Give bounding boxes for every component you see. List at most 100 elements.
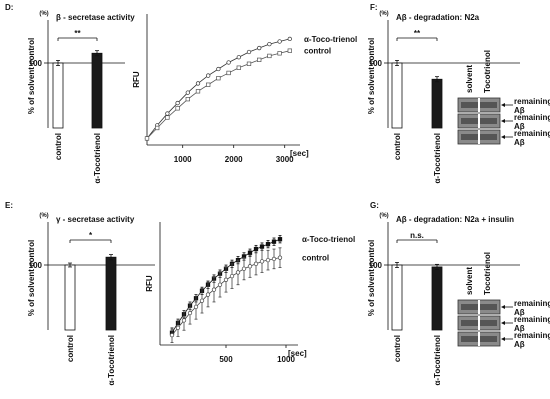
blot-band-label: remaining xyxy=(514,97,550,106)
axis-unit: (%) xyxy=(379,11,388,17)
bar xyxy=(91,52,103,129)
arrow-head xyxy=(501,305,505,309)
data-point xyxy=(195,81,201,86)
y-tick-label: 100 xyxy=(29,59,43,68)
data-point xyxy=(199,298,205,303)
legend-label: α-Toco-trienol xyxy=(302,235,355,244)
y-axis-label: RFU xyxy=(132,71,141,88)
x-tick-label: 1000 xyxy=(277,355,295,364)
data-point xyxy=(187,310,193,316)
data-point xyxy=(165,111,170,116)
blot-lane-label: solvent xyxy=(465,65,474,93)
data-point xyxy=(287,36,292,42)
data-point xyxy=(271,239,277,244)
legend-label: control xyxy=(302,254,329,263)
blot-separator xyxy=(478,300,480,314)
y-tick-label: 100 xyxy=(29,261,43,270)
x-tick-label: α-Tocotrienol xyxy=(433,335,442,386)
blot-band-label: Aβ xyxy=(514,308,525,317)
blot-band-label: Aβ xyxy=(514,138,525,147)
significance: ** xyxy=(414,29,421,38)
data-point xyxy=(185,90,190,95)
data-point xyxy=(185,96,190,102)
data-point xyxy=(267,53,272,59)
data-point xyxy=(206,73,211,78)
data-point xyxy=(236,55,241,60)
x-axis-label: [sec] xyxy=(288,349,307,358)
data-point xyxy=(144,136,150,141)
blot-separator xyxy=(478,130,480,144)
blot-band-label: remaining xyxy=(514,315,550,324)
y-tick-label: 100 xyxy=(369,59,383,68)
data-point xyxy=(267,41,272,47)
bar xyxy=(431,78,443,129)
data-point xyxy=(277,39,282,44)
blot-band-label: Aβ xyxy=(514,122,525,131)
x-tick-label: control xyxy=(66,335,75,362)
blot-band-label: remaining xyxy=(514,113,550,122)
bar xyxy=(52,62,64,129)
x-tick-label: control xyxy=(393,335,402,362)
data-point xyxy=(216,76,221,81)
bar xyxy=(431,266,443,331)
axis-unit: (%) xyxy=(39,11,48,17)
data-point xyxy=(236,65,241,70)
data-point xyxy=(205,292,211,297)
chart-title: Aβ - degradation: N2a + insulin xyxy=(396,215,514,224)
x-tick-label: 3000 xyxy=(276,155,294,164)
blot-band-label: Aβ xyxy=(514,106,525,115)
blot-separator xyxy=(478,98,480,112)
data-point xyxy=(226,60,231,65)
bar xyxy=(105,256,117,331)
legend-label: control xyxy=(304,47,331,56)
data-point xyxy=(259,259,265,264)
data-point xyxy=(241,266,247,271)
blot-lane-label: Tocotrienol xyxy=(483,252,492,295)
x-tick-label: 1000 xyxy=(174,155,192,164)
bar xyxy=(64,264,76,331)
arrow-head xyxy=(501,119,505,123)
data-point xyxy=(223,277,229,282)
data-point xyxy=(277,51,282,56)
blot-band-label: remaining xyxy=(514,331,550,340)
data-point xyxy=(246,61,252,66)
data-point xyxy=(211,287,217,292)
data-point xyxy=(195,89,201,94)
data-point xyxy=(216,66,221,72)
significance: * xyxy=(89,231,93,240)
blot-separator xyxy=(478,114,480,128)
y-axis-label: % of solvent control xyxy=(367,240,376,316)
arrow-head xyxy=(501,321,505,325)
y-axis-label: % of solvent control xyxy=(367,38,376,114)
panel-label: F: xyxy=(370,3,378,12)
blot-separator xyxy=(478,316,480,330)
data-point xyxy=(175,325,181,330)
y-axis-label: RFU xyxy=(145,275,154,292)
data-point xyxy=(253,261,259,266)
data-point xyxy=(193,304,199,310)
blot-lane-label: Tocotrienol xyxy=(483,50,492,93)
blot-band-label: Aβ xyxy=(514,340,525,349)
chart-title: Aβ - degradation: N2a xyxy=(396,13,480,22)
data-point xyxy=(277,255,283,260)
data-point xyxy=(181,318,187,323)
data-point xyxy=(265,241,271,247)
panel-label: D: xyxy=(5,3,13,12)
x-tick-label: 500 xyxy=(219,355,233,364)
blot-band-label: Aβ xyxy=(514,324,525,333)
data-point xyxy=(175,106,180,111)
data-point xyxy=(226,70,231,76)
blot-lane-label: solvent xyxy=(465,267,474,295)
y-tick-label: 100 xyxy=(369,261,383,270)
data-point xyxy=(217,282,223,287)
x-tick-label: 2000 xyxy=(225,155,243,164)
data-point xyxy=(247,264,253,269)
arrow-head xyxy=(501,103,505,107)
significance: n.s. xyxy=(410,231,424,240)
data-point xyxy=(277,237,283,242)
x-tick-label: α-Tocotrienol xyxy=(107,335,116,386)
arrow-head xyxy=(501,337,505,341)
chart-title: β - secretase activity xyxy=(56,13,135,22)
x-axis-label: [sec] xyxy=(290,149,309,158)
data-point xyxy=(235,270,241,275)
